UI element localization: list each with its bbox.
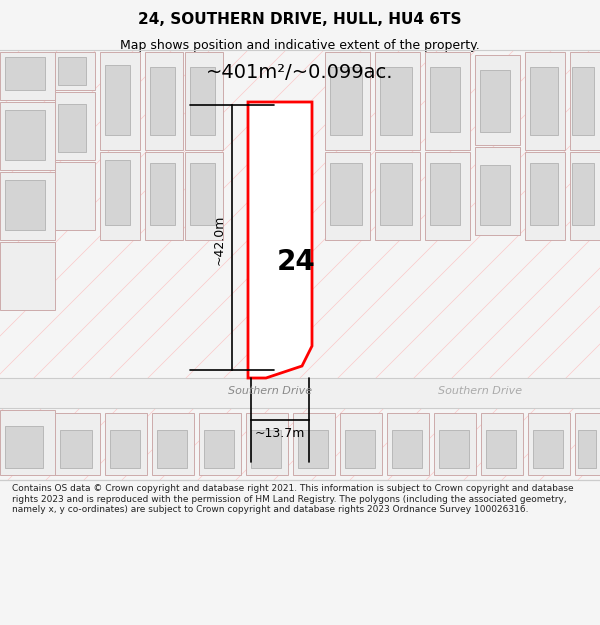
Bar (190, 163, 215, 225)
Text: ~42.0m: ~42.0m (213, 215, 226, 265)
Bar (380, 67, 412, 135)
Bar (375, 52, 420, 150)
Text: 24, SOUTHERN DRIVE, HULL, HU4 6TS: 24, SOUTHERN DRIVE, HULL, HU4 6TS (138, 12, 462, 28)
Bar (387, 413, 429, 475)
Bar (58, 57, 86, 85)
Text: ~13.7m: ~13.7m (255, 427, 305, 440)
Bar (430, 163, 460, 225)
Bar (105, 65, 130, 135)
Bar (425, 152, 470, 240)
Bar (345, 430, 375, 468)
Bar (58, 104, 86, 152)
Bar (5, 180, 45, 230)
Bar (325, 52, 370, 150)
Bar (152, 413, 194, 475)
Bar (110, 430, 140, 468)
Bar (570, 52, 600, 150)
Bar (325, 152, 370, 240)
Bar (5, 110, 45, 160)
Bar (570, 152, 600, 240)
Bar (100, 152, 140, 240)
Bar (246, 413, 288, 475)
Bar (150, 163, 175, 225)
Bar (145, 52, 183, 150)
Bar (145, 152, 183, 240)
Bar (150, 67, 175, 135)
Text: Southern Drive: Southern Drive (438, 386, 522, 396)
Bar (190, 67, 215, 135)
Bar (533, 430, 563, 468)
Bar (330, 67, 362, 135)
Bar (100, 52, 140, 150)
Bar (575, 413, 600, 475)
Bar (578, 430, 596, 468)
Bar (375, 152, 420, 240)
Bar (525, 152, 565, 240)
Bar (5, 426, 43, 468)
Bar (392, 430, 422, 468)
Bar (486, 430, 516, 468)
Bar (55, 92, 95, 160)
Text: ~401m²/~0.099ac.: ~401m²/~0.099ac. (206, 63, 394, 82)
Bar (430, 67, 460, 132)
Bar (199, 413, 241, 475)
Bar (340, 413, 382, 475)
Bar (60, 430, 92, 468)
Bar (0, 410, 55, 475)
Bar (105, 413, 147, 475)
Bar (0, 242, 55, 310)
Bar (251, 430, 281, 468)
Bar (475, 147, 520, 235)
Text: Southern Drive: Southern Drive (228, 386, 312, 396)
Bar (475, 55, 520, 145)
Bar (204, 430, 234, 468)
Bar (330, 163, 362, 225)
Bar (105, 160, 130, 225)
Bar (525, 52, 565, 150)
Bar (480, 165, 510, 225)
Bar (572, 163, 594, 225)
Bar (185, 52, 223, 150)
Bar (530, 67, 558, 135)
Bar (425, 52, 470, 150)
Bar (293, 413, 335, 475)
Bar (480, 70, 510, 132)
Bar (572, 67, 594, 135)
Text: Contains OS data © Crown copyright and database right 2021. This information is : Contains OS data © Crown copyright and d… (12, 484, 574, 514)
Bar (434, 413, 476, 475)
Bar (0, 52, 55, 100)
Bar (0, 378, 600, 408)
Text: Map shows position and indicative extent of the property.: Map shows position and indicative extent… (120, 39, 480, 52)
Bar (481, 413, 523, 475)
Bar (185, 152, 223, 240)
Bar (380, 163, 412, 225)
Bar (530, 163, 558, 225)
Bar (0, 102, 55, 170)
Bar (439, 430, 469, 468)
Bar (0, 172, 55, 240)
Polygon shape (248, 102, 312, 378)
Bar (157, 430, 187, 468)
Bar (55, 413, 100, 475)
Bar (55, 162, 95, 230)
Bar (5, 57, 45, 90)
Bar (55, 52, 95, 90)
Bar (298, 430, 328, 468)
Text: 24: 24 (277, 248, 316, 276)
Bar (528, 413, 570, 475)
